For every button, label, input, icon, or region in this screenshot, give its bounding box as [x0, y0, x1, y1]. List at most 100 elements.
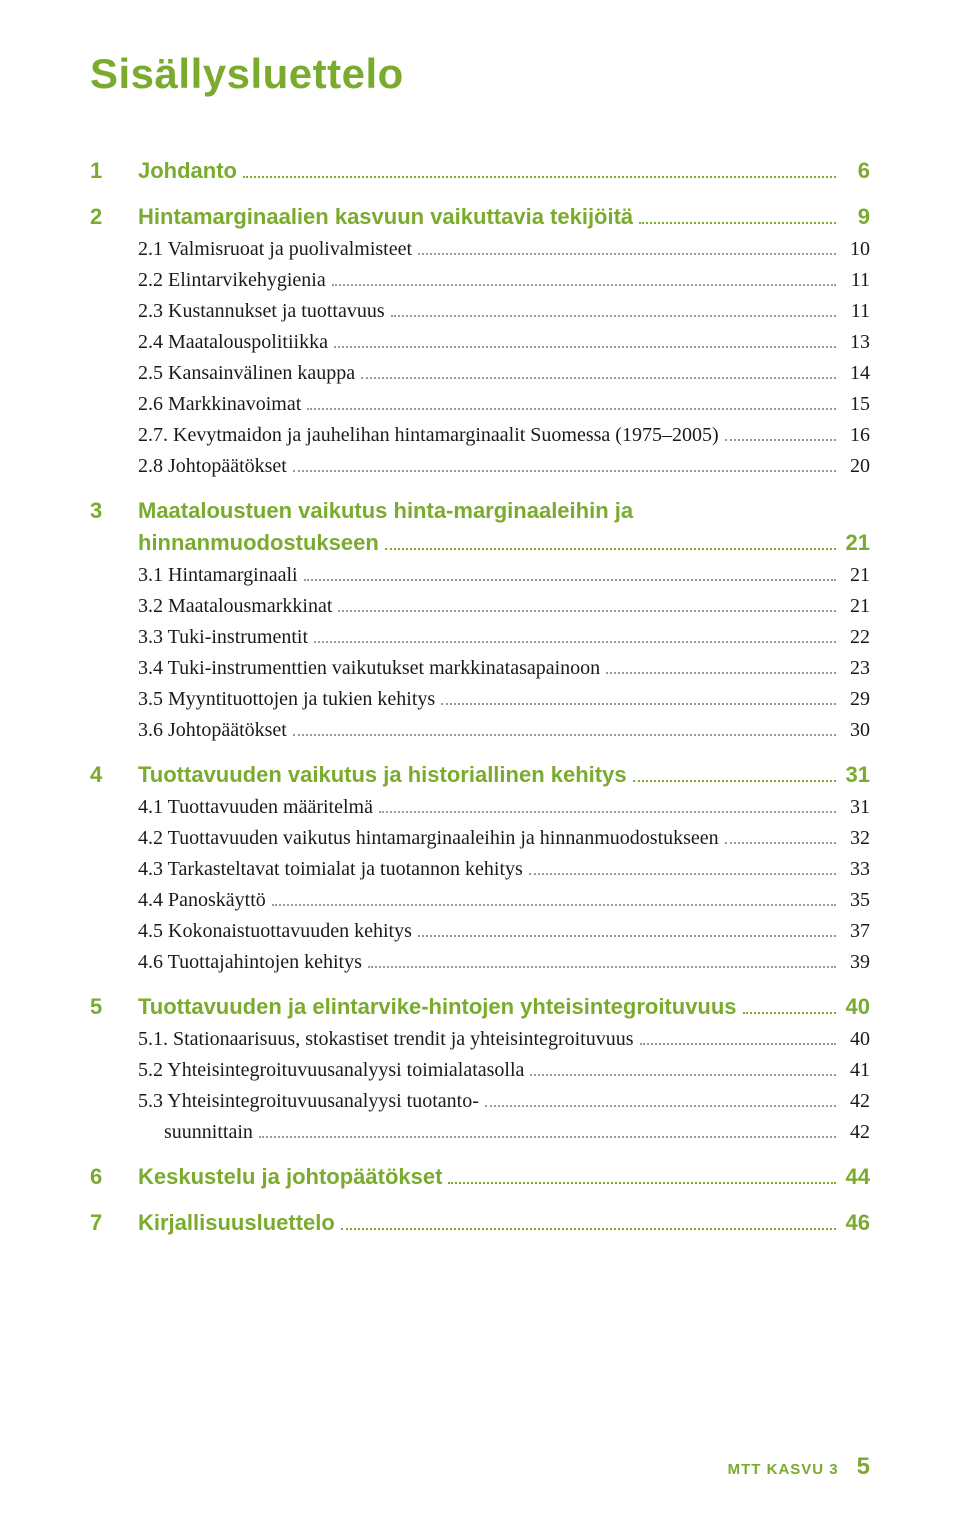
toc-sub-row: 5.1. Stationaarisuus, stokastiset trendi…: [90, 1024, 870, 1055]
page-footer: MTT KASVU 3 5: [728, 1453, 870, 1481]
toc-leader: [485, 1089, 836, 1107]
toc-sub-row: 3.1 Hintamarginaali21: [90, 560, 870, 591]
page: Sisällysluettelo 1Johdanto62Hintamargina…: [0, 0, 960, 1513]
table-of-contents: 1Johdanto 6 2Hintamarginaalien kasvuun vai…: [90, 154, 870, 1240]
toc-sub-label: 2.1 Valmisruoat ja puolivalmisteet: [138, 234, 412, 265]
footer-page-number: 5: [857, 1453, 870, 1481]
toc-section-row: 6Keskustelu ja johtopäätökset44: [90, 1160, 870, 1194]
toc-section-label: Johdanto: [138, 154, 237, 188]
toc-leader: [530, 1058, 836, 1076]
toc-leader: [379, 795, 836, 813]
toc-section-number: 4: [90, 758, 138, 792]
toc-leader: [606, 656, 836, 674]
toc-leader: [441, 687, 836, 705]
toc-leader: [368, 950, 836, 968]
toc-leader: [307, 392, 836, 410]
toc-sub-row: 3.6 Johtopäätökset30: [90, 715, 870, 746]
toc-sub-page: 13: [842, 327, 870, 358]
toc-section-number: 6: [90, 1160, 138, 1194]
toc-sub-page: 23: [842, 653, 870, 684]
toc-sub-row: 4.4 Panoskäyttö35: [90, 885, 870, 916]
toc-section-page: 6: [842, 154, 870, 188]
toc-sub-page: 35: [842, 885, 870, 916]
toc-sub-label: 5.1. Stationaarisuus, stokastiset trendi…: [138, 1024, 634, 1055]
toc-sub-page: 20: [842, 451, 870, 482]
toc-sub-label: 2.3 Kustannukset ja tuottavuus: [138, 296, 385, 327]
toc-sub-page: 32: [842, 823, 870, 854]
toc-sub-row: 4.3 Tarkasteltavat toimialat ja tuotanno…: [90, 854, 870, 885]
toc-sub-row: 2.4 Maatalouspolitiikka 13: [90, 327, 870, 358]
toc-leader: [418, 919, 836, 937]
toc-leader: [304, 563, 836, 581]
toc-sub-row: 2.5 Kansainvälinen kauppa 14: [90, 358, 870, 389]
toc-section-number: 3: [90, 494, 138, 528]
toc-section-row: 5Tuottavuuden ja elintarvike-hintojen yh…: [90, 990, 870, 1024]
toc-sub-page: 29: [842, 684, 870, 715]
toc-section: 3Maataloustuen vaikutus hinta-marginaale…: [90, 494, 870, 746]
toc-sub-label: 3.4 Tuki-instrumenttien vaikutukset mark…: [138, 653, 600, 684]
toc-leader: [385, 532, 836, 550]
toc-sub-page: 41: [842, 1055, 870, 1086]
toc-sub-label: 5.2 Yhteisintegroituvuusanalyysi toimial…: [138, 1055, 524, 1086]
toc-leader: [529, 857, 836, 875]
toc-sub-page: 14: [842, 358, 870, 389]
toc-sub-label: suunnittain: [138, 1117, 253, 1148]
toc-leader: [725, 826, 836, 844]
toc-section-page: 40: [842, 990, 870, 1024]
toc-leader: [418, 237, 836, 255]
toc-sub-label: 2.2 Elintarvikehygienia: [138, 265, 326, 296]
toc-sub-label: 3.6 Johtopäätökset: [138, 715, 287, 746]
toc-sub-row: 4.6 Tuottajahintojen kehitys39: [90, 947, 870, 978]
toc-section-label: Keskustelu ja johtopäätökset: [138, 1160, 442, 1194]
toc-section: 5Tuottavuuden ja elintarvike-hintojen yh…: [90, 990, 870, 1148]
toc-leader: [361, 361, 836, 379]
toc-leader: [293, 454, 836, 472]
toc-section-label-line1: Maataloustuen vaikutus hinta-marginaalei…: [138, 496, 870, 526]
toc-section: 2Hintamarginaalien kasvuun vaikuttavia t…: [90, 200, 870, 482]
toc-sub-label: 4.5 Kokonaistuottavuuden kehitys: [138, 916, 412, 947]
toc-section-number: 2: [90, 200, 138, 234]
toc-sub-row: 5.2 Yhteisintegroituvuusanalyysi toimial…: [90, 1055, 870, 1086]
toc-sub-page: 11: [842, 296, 870, 327]
toc-sub-label: 3.3 Tuki-instrumentit: [138, 622, 308, 653]
toc-section-row: 4Tuottavuuden vaikutus ja historiallinen…: [90, 758, 870, 792]
toc-leader: [391, 299, 836, 317]
toc-leader: [743, 996, 836, 1014]
toc-leader: [259, 1120, 836, 1138]
toc-sub-page: 22: [842, 622, 870, 653]
toc-section-label-wrap: Maataloustuen vaikutus hinta-marginaalei…: [138, 496, 870, 560]
toc-section-label: Tuottavuuden vaikutus ja historiallinen …: [138, 758, 627, 792]
toc-sub-label: 3.5 Myyntituottojen ja tukien kehitys: [138, 684, 435, 715]
toc-section-number: 7: [90, 1206, 138, 1240]
toc-sub-page: 10: [842, 234, 870, 265]
toc-section-label: Hintamarginaalien kasvuun vaikuttavia te…: [138, 200, 633, 234]
toc-section-number: 1: [90, 154, 138, 188]
toc-section-label-line2-row: hinnanmuodostukseen21: [138, 526, 870, 560]
toc-leader: [448, 1166, 836, 1184]
toc-sub-label: 2.4 Maatalouspolitiikka: [138, 327, 328, 358]
toc-sub-row: 2.3 Kustannukset ja tuottavuus 11: [90, 296, 870, 327]
toc-section-page: 31: [842, 758, 870, 792]
toc-sub-row: 2.1 Valmisruoat ja puolivalmisteet 10: [90, 234, 870, 265]
toc-leader: [243, 160, 836, 178]
footer-brand: MTT KASVU 3: [728, 1461, 839, 1478]
toc-leader: [633, 764, 836, 782]
toc-leader: [293, 718, 836, 736]
toc-sub-row: 2.6 Markkinavoimat15: [90, 389, 870, 420]
toc-sub-page: 31: [842, 792, 870, 823]
toc-section-number: 5: [90, 990, 138, 1024]
toc-sub-row: 3.2 Maatalousmarkkinat21: [90, 591, 870, 622]
toc-sub-page: 37: [842, 916, 870, 947]
toc-sub-row: 5.3 Yhteisintegroituvuusanalyysi tuotant…: [90, 1086, 870, 1117]
toc-sub-row: 2.8 Johtopäätökset20: [90, 451, 870, 482]
toc-sub-label: 4.3 Tarkasteltavat toimialat ja tuotanno…: [138, 854, 523, 885]
toc-sub-row: 3.4 Tuki-instrumenttien vaikutukset mark…: [90, 653, 870, 684]
toc-sub-row: 2.7. Kevytmaidon ja jauhelihan hintamarg…: [90, 420, 870, 451]
toc-section-label: Tuottavuuden ja elintarvike-hintojen yht…: [138, 990, 737, 1024]
toc-sub-page: 21: [842, 560, 870, 591]
toc-leader: [725, 423, 836, 441]
toc-section: 6Keskustelu ja johtopäätökset44: [90, 1160, 870, 1194]
toc-sub-label: 2.5 Kansainvälinen kauppa: [138, 358, 355, 389]
toc-sub-row: 3.3 Tuki-instrumentit 22: [90, 622, 870, 653]
toc-sub-label: 3.2 Maatalousmarkkinat: [138, 591, 332, 622]
